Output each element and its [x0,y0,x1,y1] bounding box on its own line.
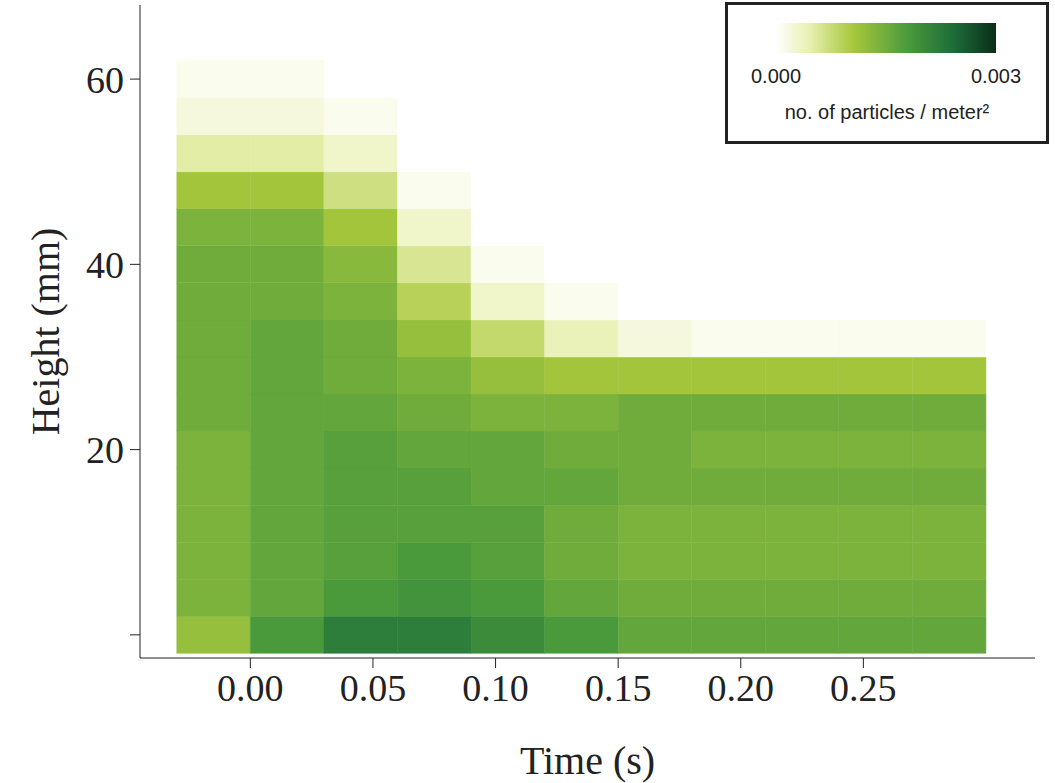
html-text:0.003: 0.003 [971,65,1021,87]
svg-text:Time (s): Time (s) [520,738,655,783]
svg-text:Height (mm): Height (mm) [23,228,68,436]
svg-text:60: 60 [86,59,124,101]
html-text:no. of particles / meter²: no. of particles / meter² [784,101,990,123]
svg-text:0.05: 0.05 [340,667,407,709]
svg-text:0.15: 0.15 [585,667,652,709]
svg-text:40: 40 [86,244,124,286]
svg-text:0.00: 0.00 [217,667,284,709]
html-text:0.000: 0.000 [751,65,801,87]
svg-text:0.10: 0.10 [462,667,529,709]
svg-text:0.20: 0.20 [708,667,775,709]
svg-text:0.25: 0.25 [830,667,897,709]
svg-text:20: 20 [86,429,124,471]
